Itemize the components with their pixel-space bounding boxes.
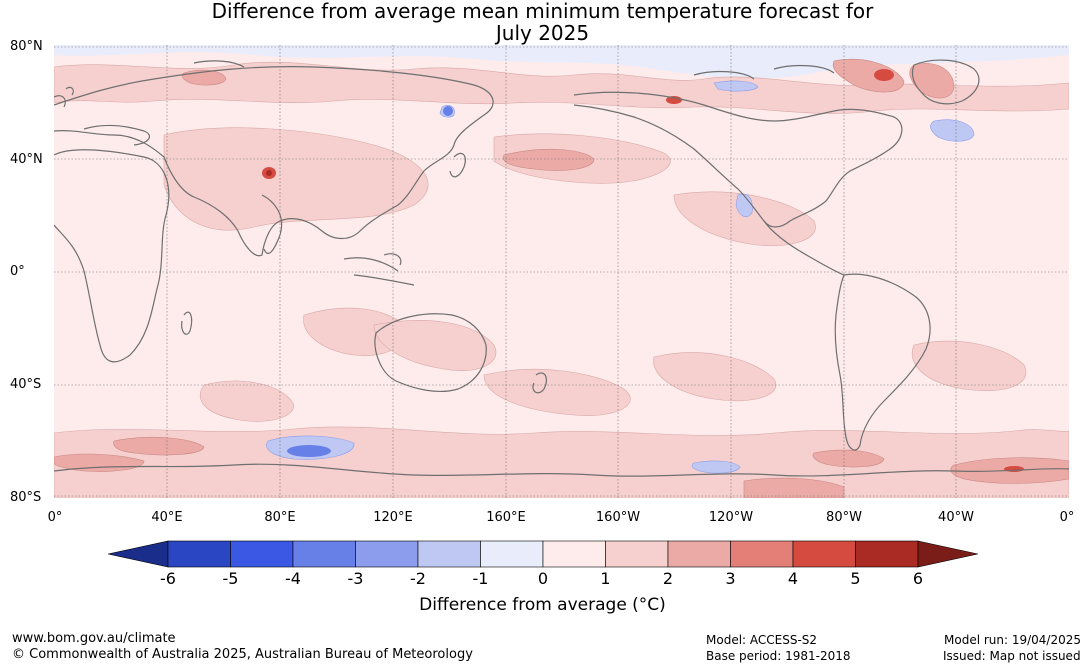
colorbar-tick-label: 5 — [850, 569, 861, 588]
colorbar-arrow-high — [917, 540, 979, 568]
colorbar-tick-label: 4 — [787, 569, 799, 588]
colorbar-segment — [417, 540, 481, 568]
colorbar-segment — [855, 540, 919, 568]
lat-label-80n: 80°N — [10, 39, 43, 54]
colorbar-label: Difference from average (°C) — [419, 595, 666, 615]
title-line-1: Difference from average mean minimum tem… — [211, 0, 874, 23]
colorbar-tick-label: -5 — [222, 569, 239, 588]
colorbar-tick-label: 3 — [725, 569, 736, 588]
lon-label-80w: 80°W — [826, 510, 862, 525]
lon-label-160w: 160°W — [595, 510, 641, 525]
lon-label-0-left: 0° — [47, 510, 63, 525]
colorbar-segment — [667, 540, 731, 568]
lon-label-40w: 40°W — [938, 510, 974, 525]
colorbar-arrow-low — [107, 540, 169, 568]
colorbar-tick-label: -2 — [410, 569, 426, 588]
colorbar-tick-label: -1 — [472, 569, 489, 588]
forecast-map — [54, 45, 1069, 498]
lon-label-0-right: 0° — [1059, 510, 1075, 525]
lat-label-40n: 40°N — [10, 152, 43, 167]
lon-label-160e: 160°E — [486, 510, 526, 525]
colorbar-segment — [355, 540, 419, 568]
colorbar-segment — [605, 540, 669, 568]
footer-url: www.bom.gov.au/climate — [12, 631, 176, 646]
lon-label-40e: 40°E — [151, 510, 183, 525]
colorbar-segment — [730, 540, 794, 568]
footer-base-period: Base period: 1981-2018 — [706, 649, 851, 663]
lat-label-40s: 40°S — [10, 377, 42, 392]
colorbar-segment — [480, 540, 544, 568]
lon-label-80e: 80°E — [264, 510, 296, 525]
lon-label-120w: 120°W — [708, 510, 754, 525]
colorbar-tick-label: -6 — [160, 569, 176, 588]
colorbar-segment — [230, 540, 294, 568]
footer-copyright: © Commonwealth of Australia 2025, Austra… — [12, 647, 473, 662]
lat-label-0: 0° — [10, 264, 25, 279]
colorbar-tick-label: 0 — [537, 569, 549, 588]
colorbar-tick-label: -4 — [285, 569, 301, 588]
colorbar-segment — [292, 540, 356, 568]
colorbar-tick-label: 2 — [662, 569, 674, 588]
colorbar-segment — [542, 540, 606, 568]
colorbar — [107, 539, 979, 569]
lon-label-120e: 120°E — [373, 510, 413, 525]
footer-issued: Issued: Map not issued — [943, 649, 1081, 663]
title-line-2: July 2025 — [495, 21, 590, 45]
map-title: Difference from average mean minimum tem… — [0, 0, 1085, 44]
colorbar-segment — [167, 540, 231, 568]
footer-model-run: Model run: 19/04/2025 — [944, 633, 1082, 647]
colorbar-segment — [792, 540, 856, 568]
lat-label-80s: 80°S — [10, 490, 42, 505]
colorbar-tick-label: 6 — [912, 569, 924, 588]
footer-model: Model: ACCESS-S2 — [706, 633, 818, 647]
colorbar-tick-label: -3 — [347, 569, 364, 588]
colorbar-tick-label: 1 — [600, 569, 611, 588]
